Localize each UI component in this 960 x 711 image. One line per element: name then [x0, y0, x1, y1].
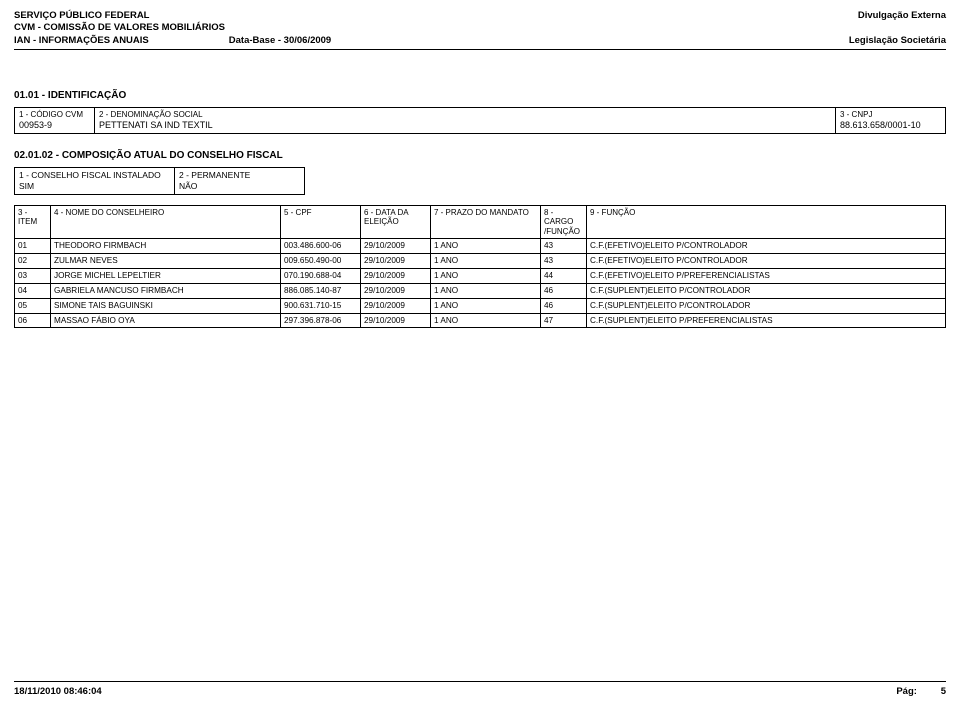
cell-prazo: 1 ANO: [431, 313, 541, 328]
table-row: 01THEODORO FIRMBACH003.486.600-0629/10/2…: [15, 239, 946, 254]
table-row: 05SIMONE TAIS BAGUINSKI900.631.710-1529/…: [15, 298, 946, 313]
table-row: 06MASSAO FÁBIO OYA297.396.878-0629/10/20…: [15, 313, 946, 328]
cell-cargo: 47: [541, 313, 587, 328]
permanente-label: 2 - PERMANENTE: [179, 170, 300, 181]
cell-funcao: C.F.(SUPLENT)ELEITO P/CONTROLADOR: [587, 283, 946, 298]
cell-funcao: C.F.(EFETIVO)ELEITO P/CONTROLADOR: [587, 254, 946, 269]
cell-prazo: 1 ANO: [431, 254, 541, 269]
instalado-value: SIM: [19, 181, 170, 192]
conselheiros-table: 3 - ITEM 4 - NOME DO CONSELHEIRO 5 - CPF…: [14, 205, 946, 329]
denominacao-value: PETTENATI SA IND TEXTIL: [99, 120, 831, 131]
cell-data: 29/10/2009: [361, 313, 431, 328]
table-header-row: 3 - ITEM 4 - NOME DO CONSELHEIRO 5 - CPF…: [15, 205, 946, 239]
cell-funcao: C.F.(SUPLENT)ELEITO P/PREFERENCIALISTAS: [587, 313, 946, 328]
header-right-line1: Divulgação Externa: [849, 10, 946, 22]
cell-nome: THEODORO FIRMBACH: [51, 239, 281, 254]
col-item: 3 - ITEM: [15, 205, 51, 239]
cell-funcao: C.F.(EFETIVO)ELEITO P/CONTROLADOR: [587, 239, 946, 254]
header-right-line3: Legislação Societária: [849, 35, 946, 47]
cnpj-value: 88.613.658/0001-10: [840, 120, 941, 131]
cell-item: 01: [15, 239, 51, 254]
cell-data: 29/10/2009: [361, 283, 431, 298]
cell-item: 04: [15, 283, 51, 298]
codigo-cvm-label: 1 - CÓDIGO CVM: [19, 110, 90, 120]
cell-cargo: 44: [541, 269, 587, 284]
footer-page-number: 5: [941, 686, 946, 697]
cell-cargo: 43: [541, 239, 587, 254]
cell-cpf: 009.650.490-00: [281, 254, 361, 269]
cnpj-label: 3 - CNPJ: [840, 110, 941, 120]
cell-item: 06: [15, 313, 51, 328]
cell-item: 03: [15, 269, 51, 284]
cell-cpf: 070.190.688-04: [281, 269, 361, 284]
conselho-instalado-table: 1 - CONSELHO FISCAL INSTALADO SIM 2 - PE…: [14, 167, 305, 194]
cell-prazo: 1 ANO: [431, 269, 541, 284]
cell-prazo: 1 ANO: [431, 239, 541, 254]
cell-nome: GABRIELA MANCUSO FIRMBACH: [51, 283, 281, 298]
cell-nome: MASSAO FÁBIO OYA: [51, 313, 281, 328]
cell-prazo: 1 ANO: [431, 298, 541, 313]
header-left-line1: SERVIÇO PÚBLICO FEDERAL: [14, 10, 331, 22]
cell-data: 29/10/2009: [361, 254, 431, 269]
col-funcao: 9 - FUNÇÃO: [587, 205, 946, 239]
cell-cpf: 003.486.600-06: [281, 239, 361, 254]
cell-nome: ZULMAR NEVES: [51, 254, 281, 269]
table-row: 03JORGE MICHEL LEPELTIER070.190.688-0429…: [15, 269, 946, 284]
header-divider: [14, 49, 946, 50]
instalado-label: 1 - CONSELHO FISCAL INSTALADO: [19, 170, 170, 181]
col-cargo: 8 - CARGO /FUNÇÃO: [541, 205, 587, 239]
cell-nome: SIMONE TAIS BAGUINSKI: [51, 298, 281, 313]
cell-cpf: 886.085.140-87: [281, 283, 361, 298]
header-left-line3a: IAN - INFORMAÇÕES ANUAIS: [14, 35, 149, 47]
cell-cargo: 46: [541, 283, 587, 298]
col-nome: 4 - NOME DO CONSELHEIRO: [51, 205, 281, 239]
cell-funcao: C.F.(EFETIVO)ELEITO P/PREFERENCIALISTAS: [587, 269, 946, 284]
codigo-cvm-value: 00953-9: [19, 120, 90, 131]
cell-cargo: 43: [541, 254, 587, 269]
cell-data: 29/10/2009: [361, 269, 431, 284]
cell-data: 29/10/2009: [361, 298, 431, 313]
section-identificacao-title: 01.01 - IDENTIFICAÇÃO: [14, 90, 946, 101]
cell-nome: JORGE MICHEL LEPELTIER: [51, 269, 281, 284]
cell-cpf: 297.396.878-06: [281, 313, 361, 328]
cell-item: 02: [15, 254, 51, 269]
table-row: 04GABRIELA MANCUSO FIRMBACH886.085.140-8…: [15, 283, 946, 298]
report-header: SERVIÇO PÚBLICO FEDERAL CVM - COMISSÃO D…: [14, 10, 946, 47]
col-data: 6 - DATA DA ELEIÇÃO: [361, 205, 431, 239]
cell-cargo: 46: [541, 298, 587, 313]
cell-data: 29/10/2009: [361, 239, 431, 254]
header-left-line2: CVM - COMISSÃO DE VALORES MOBILIÁRIOS: [14, 22, 331, 34]
cell-item: 05: [15, 298, 51, 313]
report-footer: 18/11/2010 08:46:04 Pág: 5: [0, 681, 960, 697]
footer-divider: [14, 681, 946, 682]
footer-timestamp: 18/11/2010 08:46:04: [14, 686, 102, 697]
col-prazo: 7 - PRAZO DO MANDATO: [431, 205, 541, 239]
permanente-value: NÃO: [179, 181, 300, 192]
header-left-line3b: Data-Base - 30/06/2009: [229, 35, 331, 47]
footer-page-label: Pág:: [896, 686, 917, 697]
identificacao-table: 1 - CÓDIGO CVM 00953-9 2 - DENOMINAÇÃO S…: [14, 107, 946, 134]
denominacao-label: 2 - DENOMINAÇÃO SOCIAL: [99, 110, 831, 120]
col-cpf: 5 - CPF: [281, 205, 361, 239]
cell-cpf: 900.631.710-15: [281, 298, 361, 313]
section-composicao-title: 02.01.02 - COMPOSIÇÃO ATUAL DO CONSELHO …: [14, 150, 946, 161]
cell-funcao: C.F.(SUPLENT)ELEITO P/CONTROLADOR: [587, 298, 946, 313]
table-row: 02ZULMAR NEVES009.650.490-0029/10/20091 …: [15, 254, 946, 269]
cell-prazo: 1 ANO: [431, 283, 541, 298]
